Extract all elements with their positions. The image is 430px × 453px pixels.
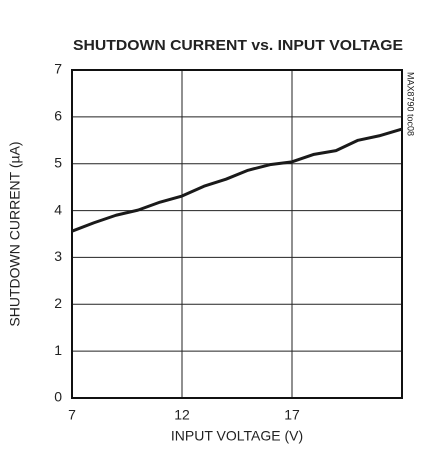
y-tick-label: 7 xyxy=(54,61,62,77)
y-tick-label: 6 xyxy=(54,108,62,124)
x-tick-label: 7 xyxy=(68,407,76,423)
annotation: MAX8790 toc08 xyxy=(406,72,416,136)
chart-title: SHUTDOWN CURRENT vs. INPUT VOLTAGE xyxy=(73,37,403,54)
x-tick-label: 12 xyxy=(174,407,190,423)
y-tick-label: 2 xyxy=(54,295,62,311)
y-axis-label: SHUTDOWN CURRENT (µA) xyxy=(7,141,23,326)
y-tick-label: 1 xyxy=(54,342,62,358)
x-axis-label: INPUT VOLTAGE (V) xyxy=(171,428,303,444)
y-tick-label: 3 xyxy=(54,248,62,264)
data-line xyxy=(71,127,403,233)
plot-frame xyxy=(71,69,403,399)
y-tick-label: 5 xyxy=(54,154,62,170)
x-tick-label: 17 xyxy=(284,407,300,423)
y-tick-label: 0 xyxy=(54,389,62,405)
y-tick-label: 4 xyxy=(54,201,62,217)
